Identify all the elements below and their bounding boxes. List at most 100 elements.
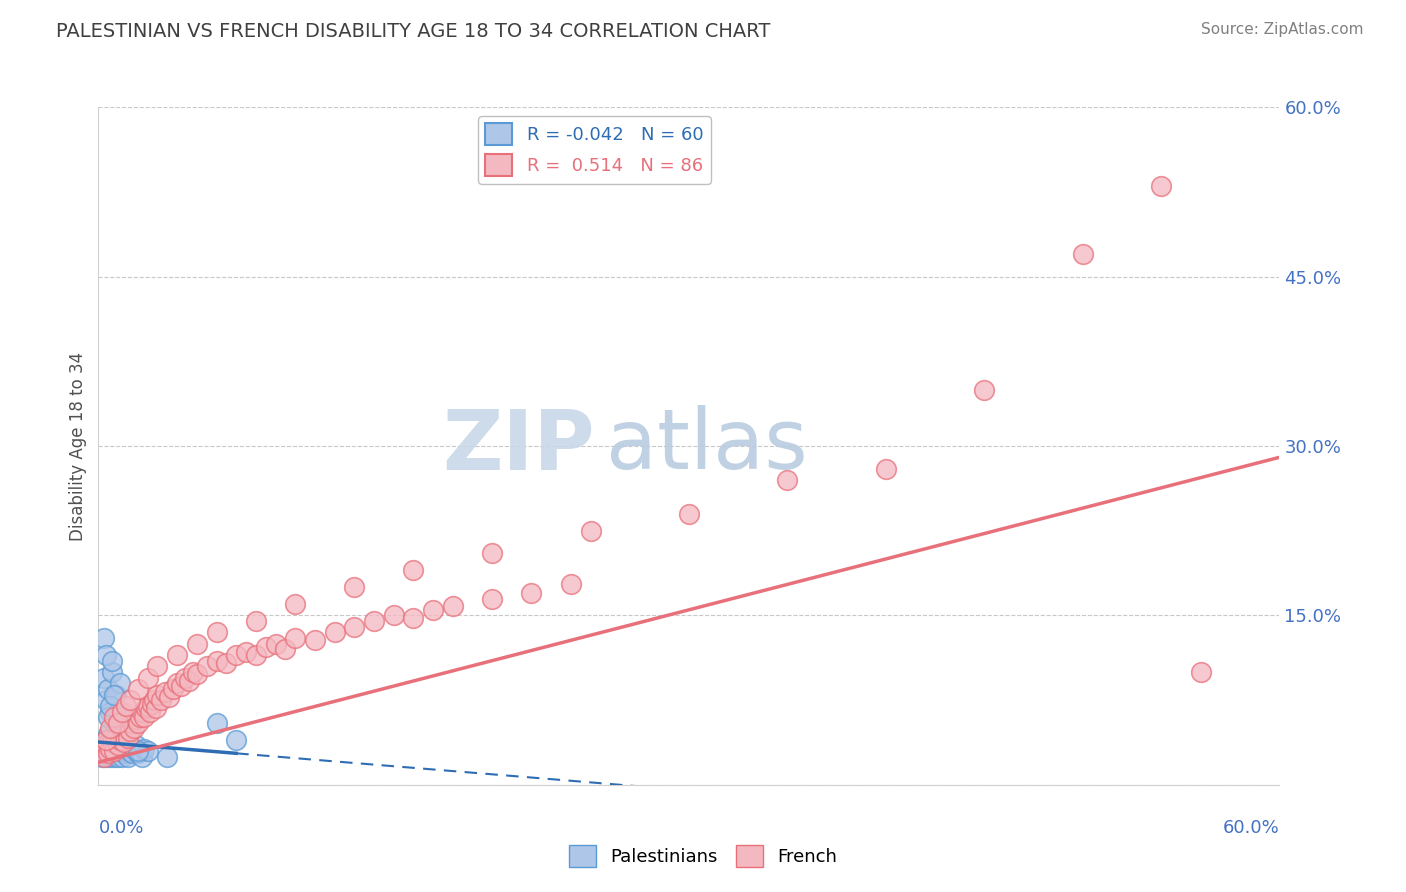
Point bbox=[156, 749, 179, 764]
Point bbox=[107, 715, 129, 730]
Point bbox=[96, 648, 118, 662]
Point bbox=[195, 659, 218, 673]
Point bbox=[170, 679, 193, 693]
Text: 0.0%: 0.0% bbox=[98, 819, 143, 837]
Point bbox=[96, 739, 118, 753]
Point bbox=[245, 614, 267, 628]
Point bbox=[101, 747, 124, 761]
Point bbox=[131, 705, 153, 719]
Point bbox=[136, 671, 159, 685]
Point bbox=[323, 625, 346, 640]
Point bbox=[105, 688, 128, 702]
Point bbox=[481, 591, 503, 606]
Point bbox=[274, 642, 297, 657]
Point bbox=[103, 749, 125, 764]
Point bbox=[146, 688, 169, 702]
Point bbox=[98, 698, 121, 713]
Point bbox=[146, 659, 169, 673]
Point bbox=[121, 747, 143, 761]
Point bbox=[96, 732, 118, 747]
Point bbox=[205, 654, 228, 668]
Point bbox=[235, 645, 257, 659]
Point bbox=[107, 705, 129, 719]
Point bbox=[91, 744, 114, 758]
Point bbox=[343, 620, 366, 634]
Point bbox=[101, 739, 124, 753]
Point bbox=[93, 631, 115, 645]
Point bbox=[111, 739, 134, 753]
Point bbox=[105, 735, 128, 749]
Point bbox=[181, 665, 204, 679]
Y-axis label: Disability Age 18 to 34: Disability Age 18 to 34 bbox=[69, 351, 87, 541]
Point bbox=[125, 713, 148, 727]
Point bbox=[98, 749, 121, 764]
Point bbox=[441, 599, 464, 614]
Point bbox=[107, 739, 129, 753]
Point bbox=[678, 507, 700, 521]
Point bbox=[135, 701, 157, 715]
Point bbox=[97, 681, 120, 696]
Point bbox=[136, 698, 159, 713]
Point bbox=[402, 611, 425, 625]
Point bbox=[131, 749, 153, 764]
Point bbox=[402, 563, 425, 577]
Point bbox=[142, 693, 165, 707]
Point bbox=[162, 681, 184, 696]
Point bbox=[136, 744, 159, 758]
Point bbox=[98, 741, 121, 756]
Point bbox=[91, 749, 114, 764]
Point bbox=[105, 731, 128, 745]
Point bbox=[111, 705, 134, 719]
Point bbox=[112, 735, 135, 749]
Point bbox=[115, 744, 138, 758]
Point bbox=[98, 705, 121, 719]
Point bbox=[1071, 247, 1094, 261]
Point bbox=[93, 739, 115, 753]
Point bbox=[107, 732, 129, 747]
Point bbox=[254, 640, 277, 654]
Point bbox=[166, 648, 188, 662]
Point bbox=[122, 741, 145, 756]
Point bbox=[1189, 665, 1212, 679]
Point bbox=[264, 637, 287, 651]
Point bbox=[776, 473, 799, 487]
Point bbox=[98, 722, 121, 736]
Text: 60.0%: 60.0% bbox=[1223, 819, 1279, 837]
Point bbox=[145, 701, 167, 715]
Point bbox=[108, 732, 131, 747]
Point bbox=[115, 722, 138, 736]
Point bbox=[103, 741, 125, 756]
Point bbox=[117, 749, 139, 764]
Point bbox=[177, 673, 200, 688]
Point bbox=[103, 715, 125, 730]
Point bbox=[103, 744, 125, 758]
Point bbox=[122, 722, 145, 736]
Point bbox=[101, 731, 124, 745]
Point bbox=[112, 735, 135, 749]
Point bbox=[93, 671, 115, 685]
Legend: R = -0.042   N = 60, R =  0.514   N = 86: R = -0.042 N = 60, R = 0.514 N = 86 bbox=[478, 116, 711, 184]
Point bbox=[138, 705, 160, 719]
Point bbox=[127, 747, 149, 761]
Point bbox=[117, 739, 139, 753]
Point bbox=[97, 739, 120, 753]
Point bbox=[422, 603, 444, 617]
Point bbox=[875, 461, 897, 475]
Point bbox=[205, 715, 228, 730]
Point bbox=[115, 698, 138, 713]
Point bbox=[1150, 179, 1173, 194]
Point bbox=[127, 681, 149, 696]
Point bbox=[97, 710, 120, 724]
Point bbox=[103, 710, 125, 724]
Point bbox=[225, 648, 247, 662]
Point bbox=[101, 654, 124, 668]
Point bbox=[96, 749, 118, 764]
Point bbox=[108, 744, 131, 758]
Point bbox=[973, 383, 995, 397]
Text: ZIP: ZIP bbox=[441, 406, 595, 486]
Point bbox=[107, 749, 129, 764]
Point bbox=[118, 744, 141, 758]
Point bbox=[97, 727, 120, 741]
Point bbox=[215, 656, 238, 670]
Point bbox=[132, 741, 155, 756]
